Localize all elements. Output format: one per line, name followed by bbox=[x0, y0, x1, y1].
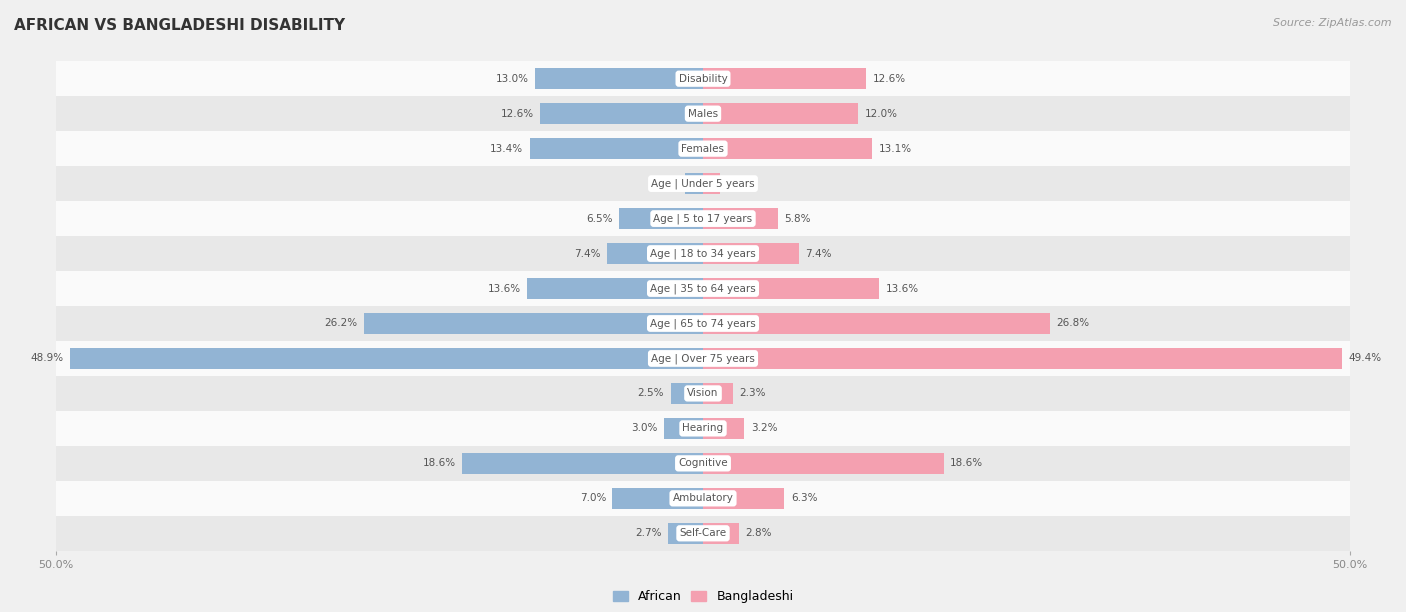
Text: 13.1%: 13.1% bbox=[879, 144, 912, 154]
Text: 7.0%: 7.0% bbox=[579, 493, 606, 503]
Bar bbox=[534, 68, 703, 89]
Bar bbox=[56, 481, 1350, 516]
Text: 18.6%: 18.6% bbox=[950, 458, 983, 468]
Bar bbox=[703, 173, 720, 194]
Bar bbox=[685, 173, 703, 194]
Text: 26.8%: 26.8% bbox=[1056, 318, 1090, 329]
Text: Age | 65 to 74 years: Age | 65 to 74 years bbox=[650, 318, 756, 329]
Bar bbox=[703, 453, 943, 474]
Text: 3.2%: 3.2% bbox=[751, 424, 778, 433]
Text: 2.3%: 2.3% bbox=[740, 389, 766, 398]
Bar bbox=[664, 418, 703, 439]
Bar bbox=[703, 348, 1341, 369]
Text: 12.6%: 12.6% bbox=[501, 109, 533, 119]
Bar bbox=[56, 96, 1350, 131]
Bar bbox=[527, 278, 703, 299]
Text: 13.0%: 13.0% bbox=[495, 73, 529, 84]
Bar bbox=[619, 208, 703, 229]
Text: Ambulatory: Ambulatory bbox=[672, 493, 734, 503]
Bar bbox=[703, 138, 873, 159]
Text: 49.4%: 49.4% bbox=[1348, 354, 1382, 364]
Text: Age | Under 5 years: Age | Under 5 years bbox=[651, 178, 755, 189]
Bar bbox=[56, 166, 1350, 201]
Bar bbox=[56, 446, 1350, 481]
Text: Vision: Vision bbox=[688, 389, 718, 398]
Text: 13.4%: 13.4% bbox=[491, 144, 523, 154]
Text: 2.7%: 2.7% bbox=[636, 528, 662, 539]
Bar bbox=[56, 201, 1350, 236]
Bar bbox=[56, 376, 1350, 411]
Text: 3.0%: 3.0% bbox=[631, 424, 658, 433]
Bar bbox=[56, 411, 1350, 446]
Bar bbox=[56, 131, 1350, 166]
Bar bbox=[703, 68, 866, 89]
Bar bbox=[703, 383, 733, 404]
Bar bbox=[703, 418, 744, 439]
Text: Disability: Disability bbox=[679, 73, 727, 84]
Bar bbox=[56, 61, 1350, 96]
Text: Age | Over 75 years: Age | Over 75 years bbox=[651, 353, 755, 364]
Bar bbox=[70, 348, 703, 369]
Text: 13.6%: 13.6% bbox=[886, 283, 918, 294]
Bar bbox=[703, 103, 858, 124]
Bar bbox=[463, 453, 703, 474]
Text: Males: Males bbox=[688, 109, 718, 119]
Text: Self-Care: Self-Care bbox=[679, 528, 727, 539]
Text: 7.4%: 7.4% bbox=[574, 248, 600, 258]
Text: 7.4%: 7.4% bbox=[806, 248, 832, 258]
Bar bbox=[607, 243, 703, 264]
Text: 13.6%: 13.6% bbox=[488, 283, 520, 294]
Bar bbox=[56, 236, 1350, 271]
Text: Hearing: Hearing bbox=[682, 424, 724, 433]
Text: 12.0%: 12.0% bbox=[865, 109, 897, 119]
Bar bbox=[703, 208, 778, 229]
Text: 6.3%: 6.3% bbox=[792, 493, 817, 503]
Text: Females: Females bbox=[682, 144, 724, 154]
Bar bbox=[668, 523, 703, 544]
Text: 6.5%: 6.5% bbox=[586, 214, 613, 223]
Bar bbox=[703, 313, 1050, 334]
Legend: African, Bangladeshi: African, Bangladeshi bbox=[613, 591, 793, 603]
Text: 48.9%: 48.9% bbox=[31, 354, 65, 364]
Bar bbox=[703, 278, 879, 299]
Bar bbox=[703, 523, 740, 544]
Text: 1.3%: 1.3% bbox=[727, 179, 752, 188]
Text: Cognitive: Cognitive bbox=[678, 458, 728, 468]
Text: 1.4%: 1.4% bbox=[652, 179, 679, 188]
Text: Age | 18 to 34 years: Age | 18 to 34 years bbox=[650, 248, 756, 259]
Text: 18.6%: 18.6% bbox=[423, 458, 456, 468]
Text: Age | 5 to 17 years: Age | 5 to 17 years bbox=[654, 214, 752, 224]
Bar bbox=[364, 313, 703, 334]
Bar bbox=[56, 341, 1350, 376]
Text: Age | 35 to 64 years: Age | 35 to 64 years bbox=[650, 283, 756, 294]
Bar bbox=[613, 488, 703, 509]
Text: 26.2%: 26.2% bbox=[325, 318, 357, 329]
Text: Source: ZipAtlas.com: Source: ZipAtlas.com bbox=[1274, 18, 1392, 28]
Text: 5.8%: 5.8% bbox=[785, 214, 811, 223]
Bar bbox=[703, 488, 785, 509]
Text: 2.5%: 2.5% bbox=[638, 389, 664, 398]
Bar bbox=[56, 306, 1350, 341]
Text: AFRICAN VS BANGLADESHI DISABILITY: AFRICAN VS BANGLADESHI DISABILITY bbox=[14, 18, 346, 34]
Bar bbox=[671, 383, 703, 404]
Bar bbox=[56, 516, 1350, 551]
Bar bbox=[540, 103, 703, 124]
Bar bbox=[530, 138, 703, 159]
Bar bbox=[56, 271, 1350, 306]
Text: 2.8%: 2.8% bbox=[745, 528, 772, 539]
Text: 12.6%: 12.6% bbox=[873, 73, 905, 84]
Bar bbox=[703, 243, 799, 264]
